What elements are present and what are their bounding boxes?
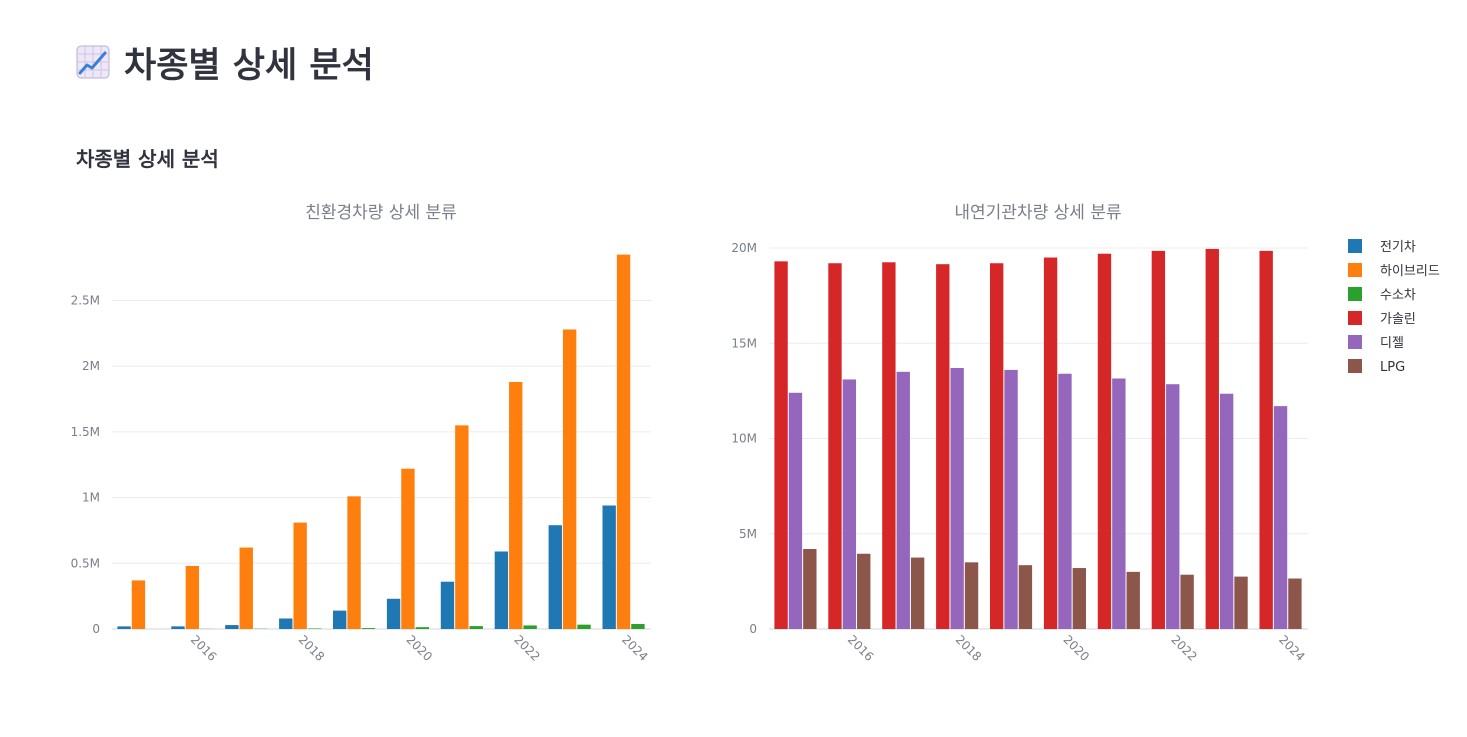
bar-eco-s2-2023 <box>577 624 591 629</box>
legend-label: 수소차 <box>1380 288 1416 303</box>
x-tick-label-eco: 2022 <box>511 632 542 663</box>
y-tick-label-eco: 0 <box>92 622 100 636</box>
bar-ice-s2-2017 <box>910 557 925 629</box>
bar-eco-s2-2018 <box>307 628 322 629</box>
bar-eco-s2-2019 <box>361 628 376 629</box>
bar-ice-s1-2022 <box>1166 384 1180 629</box>
bar-eco-s1-2023 <box>562 329 577 629</box>
legend-swatch <box>1348 287 1362 301</box>
bar-eco-s1-2019 <box>347 496 361 629</box>
bar-ice-s2-2018 <box>964 562 979 629</box>
bar-ice-s0-2016 <box>828 263 842 629</box>
legend-swatch <box>1348 359 1362 373</box>
bar-eco-s2-2021 <box>469 626 483 629</box>
legend-swatch <box>1348 311 1362 325</box>
legend-label: LPG <box>1380 360 1405 375</box>
section-subheader: 차종별 상세 분석 <box>76 147 219 171</box>
y-tick-label-eco: 0.5M <box>71 556 100 570</box>
y-tick-label-ice: 0 <box>749 622 757 636</box>
bar-ice-s2-2016 <box>857 553 871 629</box>
bar-eco-s1-2017 <box>239 547 253 629</box>
bar-ice-s0-2024 <box>1259 250 1273 630</box>
bar-eco-s2-2022 <box>523 625 537 629</box>
y-tick-label-eco: 2M <box>82 359 100 373</box>
bar-ice-s0-2015 <box>774 261 788 629</box>
x-tick-label-eco: 2024 <box>619 632 650 663</box>
bar-ice-s0-2020 <box>1043 257 1058 629</box>
y-tick-label-eco: 1.5M <box>71 425 100 439</box>
chart-title-eco: 친환경차량 상세 분류 <box>305 203 457 223</box>
bar-eco-s1-2018 <box>293 522 307 629</box>
bar-eco-s0-2015 <box>117 626 131 629</box>
y-tick-label-ice: 20M <box>731 241 757 255</box>
bar-ice-s1-2017 <box>896 371 910 629</box>
bar-ice-s1-2020 <box>1058 373 1072 629</box>
x-tick-label-ice: 2020 <box>1061 632 1092 663</box>
x-tick-label-eco: 2020 <box>404 632 435 663</box>
bar-eco-s0-2024 <box>602 505 616 629</box>
bar-eco-s1-2024 <box>616 254 631 629</box>
bar-eco-s1-2020 <box>401 468 415 629</box>
bar-ice-s1-2024 <box>1273 406 1288 629</box>
bar-ice-s2-2020 <box>1072 568 1087 629</box>
bar-eco-s1-2022 <box>509 382 523 629</box>
bar-ice-s0-2017 <box>882 262 896 629</box>
x-tick-label-eco: 2018 <box>296 632 327 663</box>
bar-ice-s0-2019 <box>989 263 1004 629</box>
bar-ice-s0-2021 <box>1097 253 1112 629</box>
y-tick-label-ice: 15M <box>731 336 757 350</box>
legend-label: 가솔린 <box>1380 312 1416 327</box>
legend-swatch <box>1348 335 1362 349</box>
bar-ice-s0-2023 <box>1205 248 1219 629</box>
bar-eco-s0-2017 <box>225 625 239 629</box>
bar-ice-s2-2023 <box>1234 576 1248 629</box>
bar-eco-s0-2018 <box>279 618 293 629</box>
bar-ice-s1-2016 <box>842 379 857 629</box>
bar-eco-s1-2021 <box>455 425 469 629</box>
chart-title-ice: 내연기관차량 상세 분류 <box>954 203 1121 223</box>
bar-eco-s2-2024 <box>631 624 645 629</box>
page-title-text: 차종별 상세 분석 <box>124 45 374 86</box>
chart-increasing-icon <box>76 45 110 79</box>
y-tick-label-eco: 2.5M <box>71 294 100 308</box>
y-tick-label-eco: 1M <box>82 491 100 505</box>
y-tick-label-ice: 5M <box>739 527 757 541</box>
bar-ice-s2-2021 <box>1126 571 1140 629</box>
legend-swatch <box>1348 239 1362 253</box>
legend-label: 디젤 <box>1380 336 1404 351</box>
x-tick-label-ice: 2022 <box>1168 632 1199 663</box>
legend-label: 전기차 <box>1380 240 1416 255</box>
page-title: 차종별 상세 분석 <box>76 38 374 86</box>
bar-eco-s0-2021 <box>440 581 455 629</box>
bar-ice-s2-2019 <box>1018 565 1033 629</box>
bar-ice-s0-2022 <box>1151 250 1166 630</box>
bar-ice-s1-2015 <box>788 392 803 629</box>
y-tick-label-ice: 10M <box>731 432 757 446</box>
bar-ice-s2-2015 <box>803 548 817 629</box>
bar-ice-s1-2019 <box>1004 369 1018 629</box>
bar-eco-s1-2016 <box>185 565 200 629</box>
bar-ice-s1-2021 <box>1112 378 1126 629</box>
bar-eco-s0-2022 <box>494 551 509 629</box>
legend-label: 하이브리드 <box>1380 264 1440 279</box>
x-tick-label-ice: 2016 <box>845 632 876 663</box>
x-tick-label-ice: 2018 <box>953 632 984 663</box>
bar-ice-s1-2023 <box>1219 393 1234 629</box>
bar-eco-s0-2020 <box>386 598 401 629</box>
bar-eco-s2-2020 <box>415 627 430 629</box>
bar-ice-s1-2018 <box>950 368 964 629</box>
bar-ice-s0-2018 <box>936 264 950 629</box>
legend-swatch <box>1348 263 1362 277</box>
bar-ice-s2-2024 <box>1288 578 1302 629</box>
x-tick-label-eco: 2016 <box>188 632 219 663</box>
bar-eco-s0-2019 <box>332 610 347 629</box>
bar-eco-s0-2016 <box>171 626 185 629</box>
bar-ice-s2-2022 <box>1180 574 1194 629</box>
bar-eco-s0-2023 <box>548 525 562 629</box>
x-tick-label-ice: 2024 <box>1276 632 1307 663</box>
bar-eco-s1-2015 <box>131 580 146 629</box>
